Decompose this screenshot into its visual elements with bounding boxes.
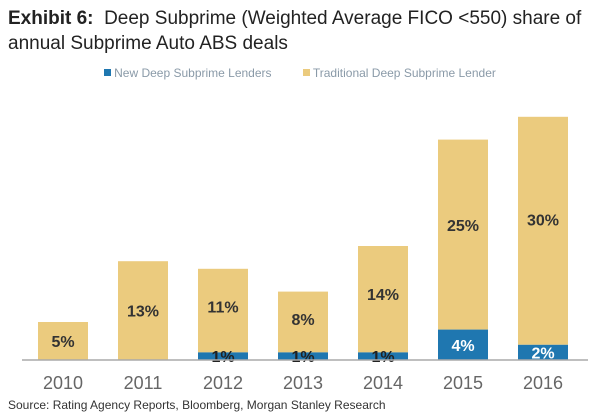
bar-traditional-2015	[438, 139, 488, 330]
legend-item-new: New Deep Subprime Lenders	[104, 66, 272, 80]
x-tick-label-2016: 2016	[523, 373, 563, 393]
legend: New Deep Subprime Lenders Traditional De…	[0, 66, 600, 80]
x-tick-label-2010: 2010	[43, 373, 83, 393]
legend-label-new: New Deep Subprime Lenders	[114, 66, 272, 80]
bar-new-2013	[278, 352, 328, 360]
label-new-2016: 2%	[531, 345, 554, 362]
chart-title: Exhibit 6: Deep Subprime (Weighted Avera…	[8, 6, 598, 56]
x-tick-label-2013: 2013	[283, 373, 323, 393]
bar-traditional-2011	[118, 261, 168, 360]
label-traditional-2011: 13%	[127, 304, 159, 321]
label-traditional-2016: 30%	[527, 212, 559, 229]
bar-traditional-2013	[278, 291, 328, 353]
label-traditional-2012: 11%	[207, 299, 238, 316]
legend-swatch-new	[104, 69, 112, 76]
label-traditional-2015: 25%	[447, 218, 479, 235]
bar-new-2012	[198, 352, 248, 360]
label-traditional-2014: 14%	[367, 287, 399, 304]
legend-label-traditional: Traditional Deep Subprime Lender	[312, 66, 496, 80]
label-new-2014: 1%	[371, 349, 394, 366]
label-new-2015: 4%	[451, 338, 474, 355]
bar-new-2016	[518, 344, 568, 360]
title-text: Deep Subprime (Weighted Average FICO <55…	[8, 8, 582, 54]
label-new-2013: 1%	[291, 349, 314, 366]
legend-item-traditional: Traditional Deep Subprime Lender	[302, 66, 496, 80]
x-tick-label-2011: 2011	[124, 373, 163, 393]
bar-traditional-2010	[38, 322, 88, 360]
label-traditional-2010: 5%	[51, 334, 74, 351]
label-new-2012: 1%	[211, 349, 234, 366]
title-prefix: Exhibit 6:	[8, 8, 94, 29]
bar-traditional-2014	[358, 246, 408, 353]
source-note: Source: Rating Agency Reports, Bloomberg…	[8, 398, 386, 412]
label-traditional-2013: 8%	[291, 312, 314, 329]
bar-traditional-2016	[518, 116, 568, 345]
x-tick-label-2015: 2015	[443, 373, 483, 393]
x-tick-label-2012: 2012	[203, 373, 243, 393]
x-tick-label-2014: 2014	[363, 373, 403, 393]
bar-traditional-2012	[198, 268, 248, 353]
legend-swatch-traditional	[302, 69, 310, 76]
bar-new-2015	[438, 329, 488, 360]
bar-new-2014	[358, 352, 408, 360]
